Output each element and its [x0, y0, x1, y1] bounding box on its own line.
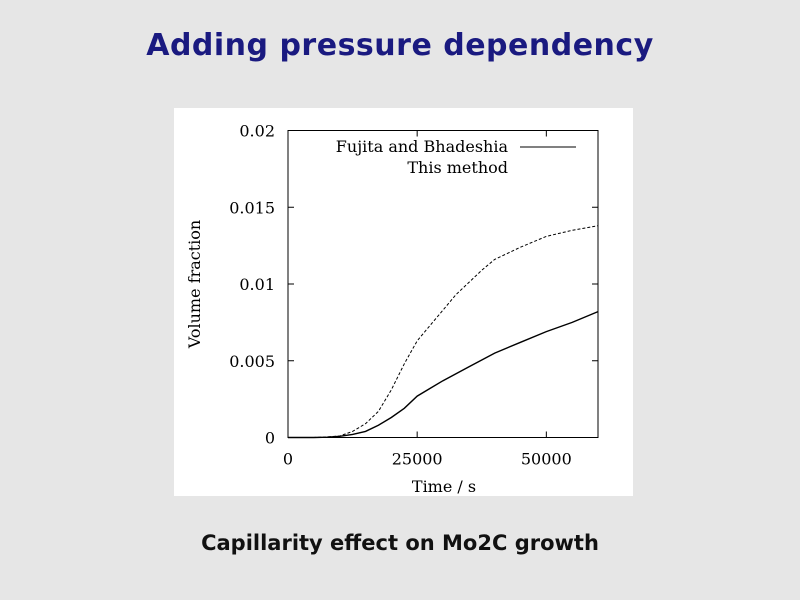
slide-title: Adding pressure dependency [146, 28, 654, 63]
slide-caption: Capillarity effect on Mo2C growth [201, 531, 599, 555]
series-line-fujita-and-bhadeshia [288, 310, 599, 439]
y-tick-label: 0.01 [239, 275, 275, 294]
x-tick-label: 25000 [392, 450, 443, 469]
x-tick-label: 50000 [521, 450, 572, 469]
legend-label-this-method: This method [407, 158, 508, 177]
legend-label-fujita: Fujita and Bhadeshia [336, 137, 509, 156]
series-line-this-method [288, 225, 599, 438]
chart-panel: 0 25000 50000 0 0.005 0.01 0.015 0.02 Time / s… [174, 108, 633, 496]
y-tick-label: 0 [265, 429, 275, 448]
line-chart: 0 25000 50000 0 0.005 0.01 0.015 0.02 Time / s… [185, 122, 599, 496]
x-axis-label: Time / s [412, 477, 476, 496]
series-layer [288, 225, 599, 439]
legend: Fujita and Bhadeshia This method [336, 137, 576, 177]
x-axis-ticks: 0 25000 50000 [283, 130, 572, 469]
y-tick-label: 0.015 [229, 198, 275, 217]
y-axis-ticks: 0 0.005 0.01 0.015 0.02 [229, 122, 598, 448]
y-tick-label: 0.005 [229, 352, 275, 371]
y-tick-label: 0.02 [239, 122, 275, 141]
x-tick-label: 0 [283, 450, 293, 469]
y-axis-label: Volume fraction [185, 220, 204, 349]
